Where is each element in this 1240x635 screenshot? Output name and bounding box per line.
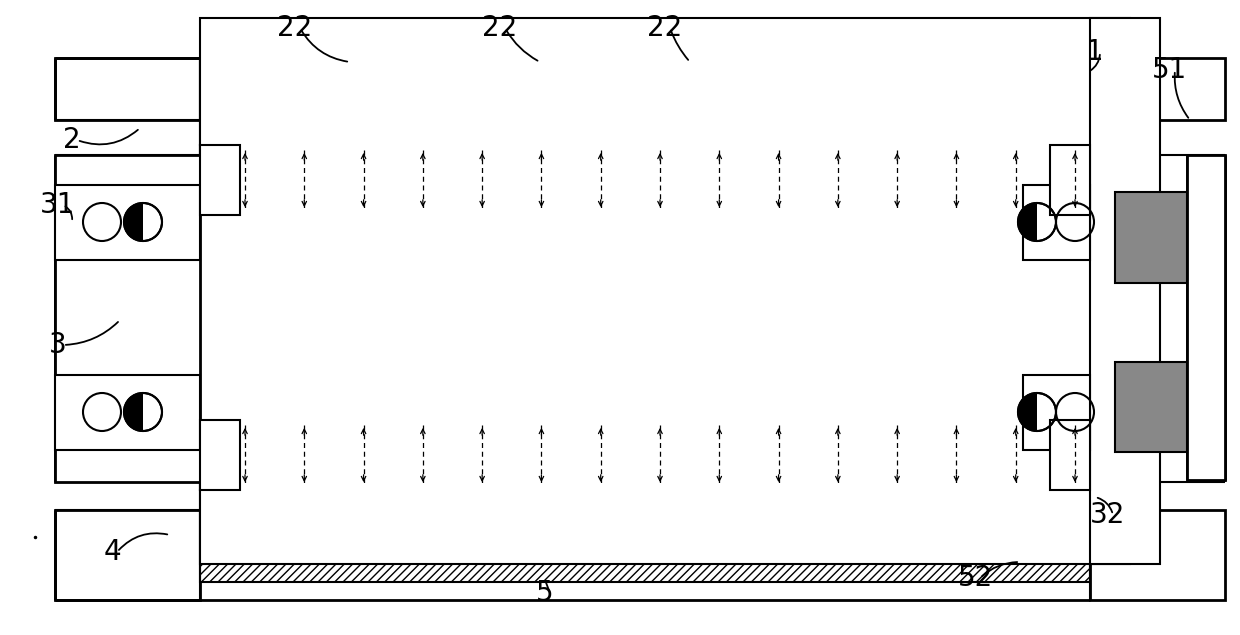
Bar — [1187, 155, 1225, 480]
Text: 5: 5 — [536, 579, 554, 607]
Bar — [200, 510, 1090, 582]
Bar — [200, 145, 1090, 215]
Bar — [1115, 362, 1187, 452]
Text: 4: 4 — [103, 538, 120, 566]
Bar — [55, 185, 200, 260]
Bar — [1090, 18, 1159, 564]
Bar — [1023, 375, 1090, 450]
Bar — [55, 155, 200, 482]
Wedge shape — [1018, 203, 1037, 241]
Wedge shape — [124, 393, 143, 431]
Wedge shape — [124, 203, 143, 241]
Bar — [200, 490, 1090, 510]
Bar — [55, 215, 1090, 420]
Bar — [200, 120, 1090, 145]
Text: 51: 51 — [1152, 56, 1188, 84]
Bar — [55, 375, 200, 450]
Bar — [200, 145, 241, 215]
Text: 22: 22 — [647, 14, 683, 42]
Bar — [1090, 510, 1225, 600]
Bar — [1090, 58, 1225, 120]
Text: 3: 3 — [50, 331, 67, 359]
Bar — [55, 58, 200, 120]
Bar — [200, 420, 1090, 490]
Text: 31: 31 — [41, 191, 76, 219]
Text: 2: 2 — [63, 126, 81, 154]
Bar — [55, 510, 200, 600]
Wedge shape — [1018, 393, 1037, 431]
Bar — [200, 58, 1090, 120]
Bar — [1115, 192, 1187, 283]
Bar — [200, 18, 1130, 564]
Text: 32: 32 — [1090, 501, 1126, 529]
Bar — [200, 420, 241, 490]
Bar — [1023, 185, 1090, 260]
Text: 1: 1 — [1086, 38, 1104, 66]
Bar — [1050, 145, 1090, 215]
Bar — [1050, 420, 1090, 490]
Text: 52: 52 — [957, 564, 993, 592]
Text: 22: 22 — [278, 14, 312, 42]
Text: 22: 22 — [482, 14, 517, 42]
